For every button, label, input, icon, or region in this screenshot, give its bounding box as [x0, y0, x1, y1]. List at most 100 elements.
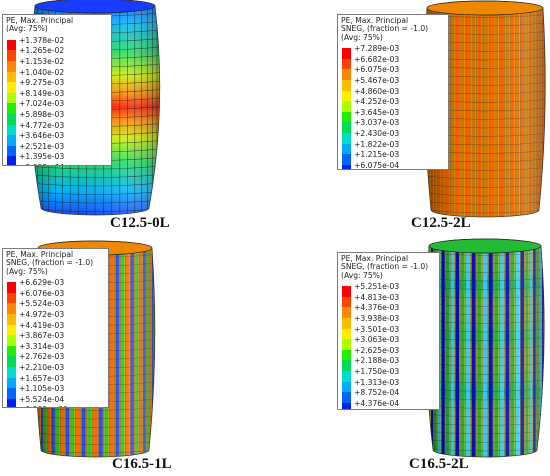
- legend-color-swatch: [7, 124, 16, 136]
- legend-color-swatch: [7, 356, 16, 367]
- legend-color-swatch: [342, 360, 351, 371]
- legend-color-swatch: [7, 82, 16, 93]
- legend-value: +2.188e-03: [354, 356, 400, 366]
- legend-value: +1.313e-03: [354, 377, 400, 387]
- legend-line-3: (Avg: 75%): [341, 270, 383, 280]
- legend-value: +6.075e-04: [354, 160, 400, 170]
- legend-value: +4.772e-03: [19, 120, 65, 130]
- legend-labels: +1.378e-02 +1.265e-02 +1.153e-02 +1.040e-02…: [19, 35, 108, 165]
- legend-color-swatch: [7, 156, 16, 165]
- legend-color-swatch: [342, 154, 351, 165]
- legend-color-swatch: [342, 402, 351, 409]
- panel-c16-5-2l: PE, Max. Principal SNEG, (fraction = -1.…: [275, 238, 550, 476]
- legend-value: +1.105e-03: [19, 384, 65, 394]
- legend-value: +3.037e-03: [354, 118, 400, 128]
- legend-variable: PE, Max. Principal: [6, 250, 74, 259]
- legend-line-2: SNEG, (fraction = -1.0): [341, 24, 429, 34]
- contour-legend: PE, Max. Principal SNEG, (fraction = -1.…: [337, 14, 449, 170]
- legend-value: +6.682e-03: [354, 54, 400, 64]
- legend-color-swatch: [7, 345, 16, 357]
- legend-value: +1.040e-02: [19, 67, 65, 77]
- legend-value: +4.376e-04: [354, 398, 400, 408]
- legend-value: +6.075e-03: [354, 65, 400, 75]
- legend-value: +4.252e-03: [354, 97, 400, 107]
- legend-variable: PE, Max. Principal: [6, 16, 74, 25]
- contour-legend: PE, Max. Principal (Avg: 75%) +1.378e-02…: [2, 14, 112, 166]
- legend-scale: +6.629e-03 +6.076e-03 +5.524e-03 +4.972e-03…: [6, 278, 105, 407]
- legend-line-3: (Avg: 75%): [341, 32, 383, 42]
- legend-color-swatch: [7, 103, 16, 114]
- legend-value: +0.000e+00: [354, 409, 436, 410]
- legend-labels: +6.629e-03 +6.076e-03 +5.524e-03 +4.972e-03…: [19, 278, 105, 407]
- legend-color-swatch: [342, 328, 351, 340]
- legend-value: +5.898e-03: [19, 109, 65, 119]
- legend-value: +3.063e-03: [354, 335, 400, 345]
- legend-color-swatch: [7, 71, 16, 83]
- legend-line-3: (Avg: 75%): [6, 266, 48, 276]
- specimen-caption: C12.5-2L: [411, 215, 471, 231]
- panel-c16-5-1l: PE, Max. Principal SNEG, (fraction = -1.…: [0, 238, 275, 476]
- legend-value: +5.524e-03: [19, 299, 65, 309]
- legend-value: +2.521e-03: [19, 141, 65, 151]
- legend-value: +8.752e-04: [354, 388, 400, 398]
- legend-variable: PE, Max. Principal: [341, 16, 409, 25]
- legend-variable: PE, Max. Principal: [341, 254, 409, 263]
- legend-labels: +7.289e-03 +6.682e-03 +6.075e-03 +5.467e-03…: [354, 44, 445, 170]
- legend-value: +7.289e-03: [354, 44, 400, 54]
- legend-color-swatch: [7, 388, 16, 399]
- legend-color-swatch: [342, 349, 351, 361]
- legend-color-swatch: [342, 80, 351, 91]
- contour-legend: PE, Max. Principal SNEG, (fraction = -1.…: [2, 248, 109, 408]
- legend-color-swatch: [342, 370, 351, 382]
- legend-value: +1.822e-03: [354, 139, 400, 149]
- legend-value: +6.076e-03: [19, 288, 65, 298]
- legend-color-swatch: [342, 132, 351, 144]
- legend-labels: +5.251e-03 +4.813e-03 +4.376e-03 +3.938e-03…: [354, 282, 436, 410]
- legend-color-swatch: [7, 135, 16, 146]
- legend-color-swatch: [7, 92, 16, 104]
- legend-color-swatch: [7, 61, 16, 72]
- legend-color-bar: [7, 39, 16, 165]
- legend-color-swatch: [342, 48, 351, 59]
- legend-line-2: SNEG, (fraction = -1.0): [6, 258, 94, 268]
- legend-scale: +1.378e-02 +1.265e-02 +1.153e-02 +1.040e-02…: [6, 35, 108, 165]
- legend-color-swatch: [342, 164, 351, 169]
- legend-value: +4.419e-03: [19, 320, 65, 330]
- legend-value: +9.275e-03: [19, 78, 65, 88]
- legend-value: +2.693e-04: [19, 163, 108, 165]
- legend-value: +1.657e-03: [19, 373, 65, 383]
- panel-c12-5-2l: PE, Max. Principal SNEG, (fraction = -1.…: [275, 0, 550, 238]
- legend-color-swatch: [7, 324, 16, 336]
- legend-color-bar: [342, 286, 351, 409]
- legend-color-bar: [342, 48, 351, 169]
- legend-color-swatch: [342, 381, 351, 393]
- legend-value: +2.430e-03: [354, 128, 400, 138]
- legend-color-swatch: [7, 113, 16, 125]
- legend-color-swatch: [342, 69, 351, 80]
- legend-color-swatch: [342, 392, 351, 403]
- legend-color-swatch: [7, 292, 16, 304]
- legend-value: +0.000e+00: [19, 405, 105, 407]
- legend-value: +4.376e-03: [354, 303, 400, 313]
- legend-value: +2.625e-03: [354, 345, 400, 355]
- legend-value: +3.645e-03: [354, 107, 400, 117]
- legend-color-swatch: [342, 90, 351, 102]
- legend-value: +1.265e-02: [19, 46, 65, 56]
- specimen-caption: C16.5-1L: [112, 456, 172, 472]
- legend-color-swatch: [342, 296, 351, 308]
- legend-value: +1.378e-02: [19, 35, 65, 45]
- cylinder-model: [425, 238, 545, 458]
- legend-color-swatch: [7, 39, 16, 51]
- legend-color-bar: [7, 282, 16, 407]
- legend-value: +1.395e-03: [19, 152, 65, 162]
- legend-color-swatch: [7, 50, 16, 61]
- legend-value: +4.813e-03: [354, 292, 400, 302]
- legend-color-swatch: [7, 398, 16, 407]
- legend-value: +3.867e-03: [19, 331, 65, 341]
- legend-value: +4.860e-03: [354, 86, 400, 96]
- legend-value: +4.972e-03: [19, 310, 65, 319]
- legend-value: +1.153e-02: [19, 57, 65, 66]
- legend-value: +3.501e-03: [354, 324, 400, 334]
- legend-value: +3.646e-03: [19, 131, 65, 141]
- legend-color-swatch: [7, 314, 16, 325]
